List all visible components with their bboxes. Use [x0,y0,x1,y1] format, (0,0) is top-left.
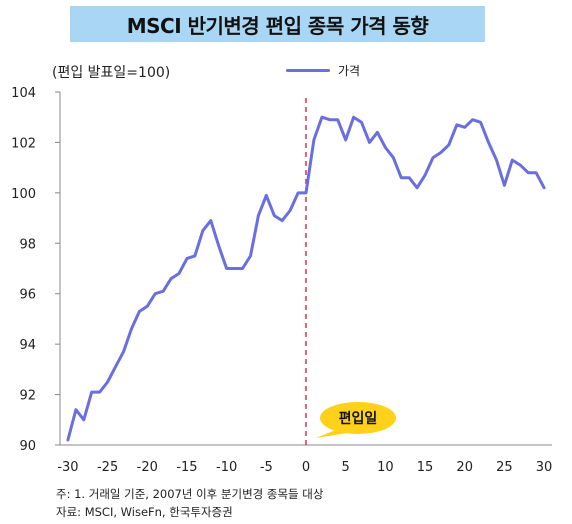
y-tick-label: 104 [11,86,36,101]
x-tick-label: -5 [260,460,273,475]
x-tick-label: -30 [57,460,78,475]
y-axis-unit-label: (편입 발표일=100) [52,65,171,81]
footnote-source: 자료: MSCI, WiseFn, 한국투자증권 [56,505,233,519]
y-tick-label: 98 [19,237,36,252]
callout-bubble [320,402,396,434]
x-tick-label: 15 [417,460,434,475]
y-tick-label: 92 [19,389,36,404]
callout-label: 편입일 [339,410,378,427]
x-tick-label: 30 [536,460,553,475]
y-tick-label: 96 [19,288,36,303]
footnote-note: 주: 1. 거래일 기준, 2007년 이후 분기변경 종목들 대상 [56,487,324,501]
x-tick-label: -10 [216,460,237,475]
y-tick-label: 100 [11,187,36,202]
x-tick-label: -25 [97,460,118,475]
x-tick-label: 25 [496,460,513,475]
x-tick-label: 0 [302,460,310,475]
x-tick-label: -15 [176,460,197,475]
x-tick-label: 20 [456,460,473,475]
legend-line-swatch [286,69,330,72]
series-line-0 [66,115,546,442]
chart-title: MSCI 반기변경 편입 종목 가격 동향 [70,6,485,42]
x-tick-label: 5 [342,460,350,475]
legend-label: 가격 [338,64,361,78]
y-tick-label: 94 [19,338,36,353]
x-tick-label: 10 [377,460,394,475]
y-tick-label: 102 [11,136,36,151]
y-tick-label: 90 [19,439,36,454]
x-tick-label: -20 [137,460,158,475]
legend: 가격 [286,62,360,79]
